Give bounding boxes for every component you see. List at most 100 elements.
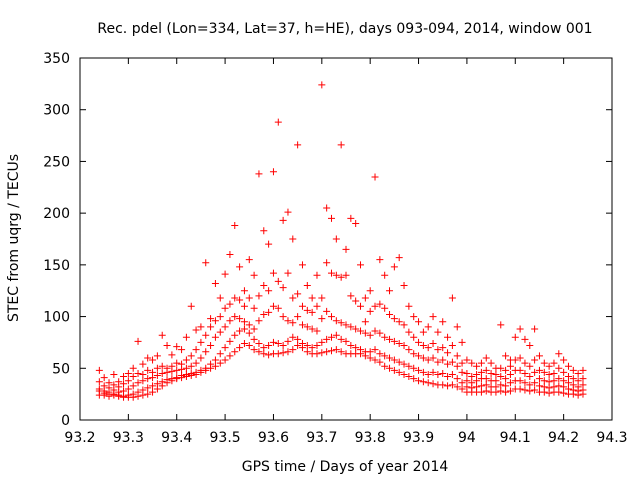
data-point (289, 294, 297, 302)
data-point (337, 273, 345, 281)
data-point (110, 370, 118, 378)
data-point (395, 339, 403, 347)
data-point (323, 348, 331, 356)
data-point (236, 315, 244, 323)
data-point (448, 358, 456, 366)
data-point (139, 370, 147, 378)
data-point (192, 326, 200, 334)
data-point (400, 370, 408, 378)
data-point (197, 338, 205, 346)
data-point (144, 366, 152, 374)
data-point (502, 388, 510, 396)
data-point (139, 360, 147, 368)
data-point (410, 364, 418, 372)
data-point (444, 333, 452, 341)
data-point (216, 328, 224, 336)
data-point (405, 362, 413, 370)
data-point (332, 317, 340, 325)
data-point (531, 386, 539, 394)
data-point (405, 302, 413, 310)
data-point (516, 385, 524, 393)
data-point (221, 356, 229, 364)
data-point (497, 381, 505, 389)
data-point (274, 118, 282, 126)
data-point (569, 375, 577, 383)
y-tick-label: 0 (61, 413, 70, 429)
data-point (226, 352, 234, 360)
data-point (202, 366, 210, 374)
data-point (361, 329, 369, 337)
data-point (182, 356, 190, 364)
data-point (207, 323, 215, 331)
data-point (202, 331, 210, 339)
data-point (163, 342, 171, 350)
data-point (390, 356, 398, 364)
data-point (187, 362, 195, 370)
data-point (357, 302, 365, 310)
data-point (323, 335, 331, 343)
data-point (231, 294, 239, 302)
data-point (448, 381, 456, 389)
data-point (168, 367, 176, 375)
data-point (163, 379, 171, 387)
x-axis-label: GPS time / Days of year 2014 (242, 459, 449, 475)
data-point (463, 377, 471, 385)
data-point (429, 368, 437, 376)
data-point (531, 379, 539, 387)
data-point (342, 321, 350, 329)
data-point (535, 375, 543, 383)
data-point (144, 390, 152, 398)
data-point (173, 343, 181, 351)
data-point (284, 269, 292, 277)
data-point (221, 323, 229, 331)
data-point (400, 282, 408, 290)
data-point (124, 369, 132, 377)
data-point (182, 364, 190, 372)
data-point (453, 323, 461, 331)
data-point (371, 173, 379, 181)
data-point (178, 346, 186, 354)
data-point (410, 375, 418, 383)
data-point (361, 318, 369, 326)
data-point (110, 390, 118, 398)
data-point (381, 271, 389, 279)
axis-layer: 93.2 93.3 93.4 93.5 93.6 93.7 93.8 93.9 94 94.1 94… (43, 51, 627, 446)
data-point (410, 333, 418, 341)
data-point (308, 325, 316, 333)
data-point (211, 362, 219, 370)
data-point (497, 387, 505, 395)
data-point (303, 348, 311, 356)
data-point (482, 375, 490, 383)
data-point (521, 359, 529, 367)
data-point (424, 356, 432, 364)
data-point (564, 379, 572, 387)
data-point (182, 373, 190, 381)
data-point (265, 240, 273, 248)
x-tick-label: 93.5 (210, 430, 241, 446)
data-point (226, 317, 234, 325)
data-point (526, 381, 534, 389)
data-point (144, 375, 152, 383)
data-point (555, 388, 563, 396)
data-point (202, 259, 210, 267)
data-point (453, 375, 461, 383)
data-point (327, 269, 335, 277)
data-point (395, 358, 403, 366)
data-point (173, 375, 181, 383)
data-point (390, 263, 398, 271)
data-point (535, 352, 543, 360)
data-point (439, 344, 447, 352)
data-point (149, 382, 157, 390)
data-point (342, 337, 350, 345)
data-point (463, 356, 471, 364)
data-point (357, 327, 365, 335)
data-point (294, 141, 302, 149)
data-point (506, 379, 514, 387)
data-point (298, 261, 306, 269)
data-point (550, 369, 558, 377)
data-point (347, 214, 355, 222)
x-tick-label: 94.1 (500, 430, 531, 446)
data-point (318, 338, 326, 346)
data-point (211, 279, 219, 287)
data-point (502, 375, 510, 383)
